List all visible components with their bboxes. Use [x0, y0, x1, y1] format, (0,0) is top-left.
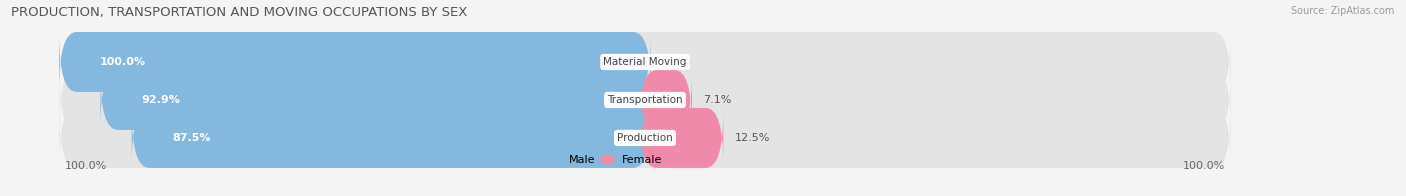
FancyBboxPatch shape: [59, 70, 1230, 130]
Text: 100.0%: 100.0%: [100, 57, 146, 67]
FancyBboxPatch shape: [59, 32, 651, 92]
FancyBboxPatch shape: [59, 32, 1230, 92]
FancyBboxPatch shape: [100, 70, 651, 130]
Text: PRODUCTION, TRANSPORTATION AND MOVING OCCUPATIONS BY SEX: PRODUCTION, TRANSPORTATION AND MOVING OC…: [11, 6, 468, 19]
Text: Material Moving: Material Moving: [603, 57, 686, 67]
Text: 7.1%: 7.1%: [703, 95, 733, 105]
FancyBboxPatch shape: [132, 108, 651, 168]
Text: Source: ZipAtlas.com: Source: ZipAtlas.com: [1291, 6, 1395, 16]
Text: Production: Production: [617, 133, 673, 143]
Text: Transportation: Transportation: [607, 95, 683, 105]
FancyBboxPatch shape: [59, 108, 1230, 168]
Legend: Male, Female: Male, Female: [550, 155, 662, 165]
Text: 100.0%: 100.0%: [1182, 161, 1225, 171]
FancyBboxPatch shape: [640, 70, 692, 130]
Text: 12.5%: 12.5%: [735, 133, 770, 143]
Text: 92.9%: 92.9%: [141, 95, 180, 105]
FancyBboxPatch shape: [640, 108, 723, 168]
Text: 0.0%: 0.0%: [662, 57, 690, 67]
Text: 100.0%: 100.0%: [65, 161, 107, 171]
Text: 87.5%: 87.5%: [173, 133, 211, 143]
